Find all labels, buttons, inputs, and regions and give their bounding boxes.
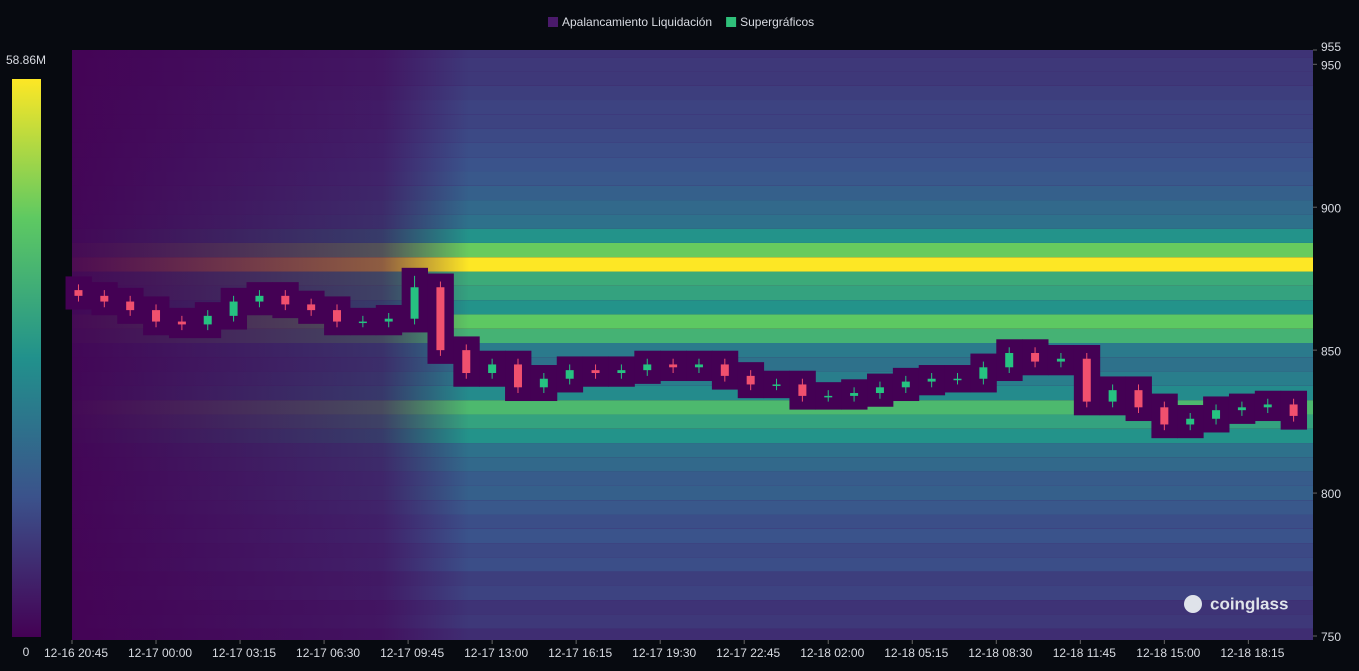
candle-body <box>462 350 471 374</box>
legend-swatch <box>548 17 558 27</box>
candle-body <box>1031 353 1040 362</box>
candle-body <box>669 364 678 368</box>
x-tick-label: 12-17 06:30 <box>296 646 360 660</box>
candle-body <box>720 364 729 376</box>
x-tick-label: 12-16 20:45 <box>44 646 108 660</box>
candle-body <box>513 364 522 388</box>
x-tick-label: 12-18 11:45 <box>1053 646 1116 660</box>
candle-body <box>798 384 807 396</box>
candle-body <box>1082 358 1091 402</box>
x-tick-label: 12-17 13:00 <box>464 646 528 660</box>
candle-body <box>1212 410 1221 419</box>
y-tick-label: 800 <box>1321 487 1341 501</box>
x-tick-label: 12-18 15:00 <box>1136 646 1200 660</box>
candle-body <box>1160 407 1169 425</box>
y-tick-label: 850 <box>1321 344 1341 358</box>
y-tick-label: 750 <box>1321 630 1341 644</box>
candle-body <box>152 310 161 322</box>
candle-body <box>1005 353 1014 368</box>
candle-body <box>694 364 703 368</box>
candle-body <box>358 321 367 324</box>
y-tick-label: 900 <box>1321 201 1341 215</box>
candle-body <box>74 290 83 296</box>
x-tick-label: 12-17 03:15 <box>212 646 276 660</box>
y-tick-label: 950 <box>1321 58 1341 72</box>
candle-body <box>617 370 626 374</box>
x-tick-label: 12-17 19:30 <box>632 646 696 660</box>
candle-body <box>901 381 910 388</box>
candle-body <box>203 315 212 325</box>
color-max-label: 58.86M <box>6 53 46 67</box>
candle-body <box>410 287 419 319</box>
candle-body <box>875 387 884 394</box>
candle-body <box>436 287 445 351</box>
x-tick-label: 12-18 18:15 <box>1220 646 1284 660</box>
candle-body <box>746 375 755 385</box>
candle-body <box>333 310 342 322</box>
candles <box>74 275 1298 431</box>
candle-body <box>953 378 962 381</box>
candle-body <box>1237 407 1246 411</box>
candle-body <box>539 378 548 388</box>
candle-body <box>100 295 109 302</box>
legend-label: Supergráficos <box>740 15 814 29</box>
watermark: coinglass <box>1210 594 1288 613</box>
x-tick-label: 12-17 00:00 <box>128 646 192 660</box>
candle-body <box>772 384 781 386</box>
candle-body <box>927 378 936 382</box>
candle-body <box>1186 418 1195 425</box>
x-tick-label: 12-17 09:45 <box>380 646 444 660</box>
candle-body <box>850 393 859 396</box>
candle-body <box>1056 358 1065 362</box>
legend-label: Apalancamiento Liquidación <box>562 15 712 29</box>
color-min-label: 0 <box>23 645 30 659</box>
candle-body <box>488 364 497 374</box>
x-tick-label: 12-17 22:45 <box>716 646 780 660</box>
watermark-logo <box>1184 595 1202 613</box>
x-tick-label: 12-18 05:15 <box>884 646 948 660</box>
candle-body <box>1263 404 1272 408</box>
candle-body <box>643 364 652 371</box>
left-fade <box>72 50 1313 640</box>
candle-body <box>1108 390 1117 402</box>
legend-swatch <box>726 17 737 27</box>
candle-body <box>384 318 393 322</box>
candle-body <box>126 301 135 311</box>
candle-body <box>591 370 600 374</box>
candle-body <box>565 370 574 379</box>
candle-body <box>255 295 264 302</box>
candle-body <box>229 301 238 316</box>
x-tick-label: 12-18 08:30 <box>968 646 1032 660</box>
candle-body <box>824 395 833 398</box>
y-tick-label: 955 <box>1321 40 1341 54</box>
candle-body <box>307 304 316 311</box>
x-tick-label: 12-17 16:15 <box>548 646 612 660</box>
color-bar <box>12 79 41 637</box>
candle-body <box>1289 404 1298 416</box>
candle-body <box>1134 390 1143 408</box>
candle-body <box>177 321 186 325</box>
candle-body <box>281 295 290 305</box>
x-tick-label: 12-18 02:00 <box>800 646 864 660</box>
candle-body <box>979 367 988 379</box>
